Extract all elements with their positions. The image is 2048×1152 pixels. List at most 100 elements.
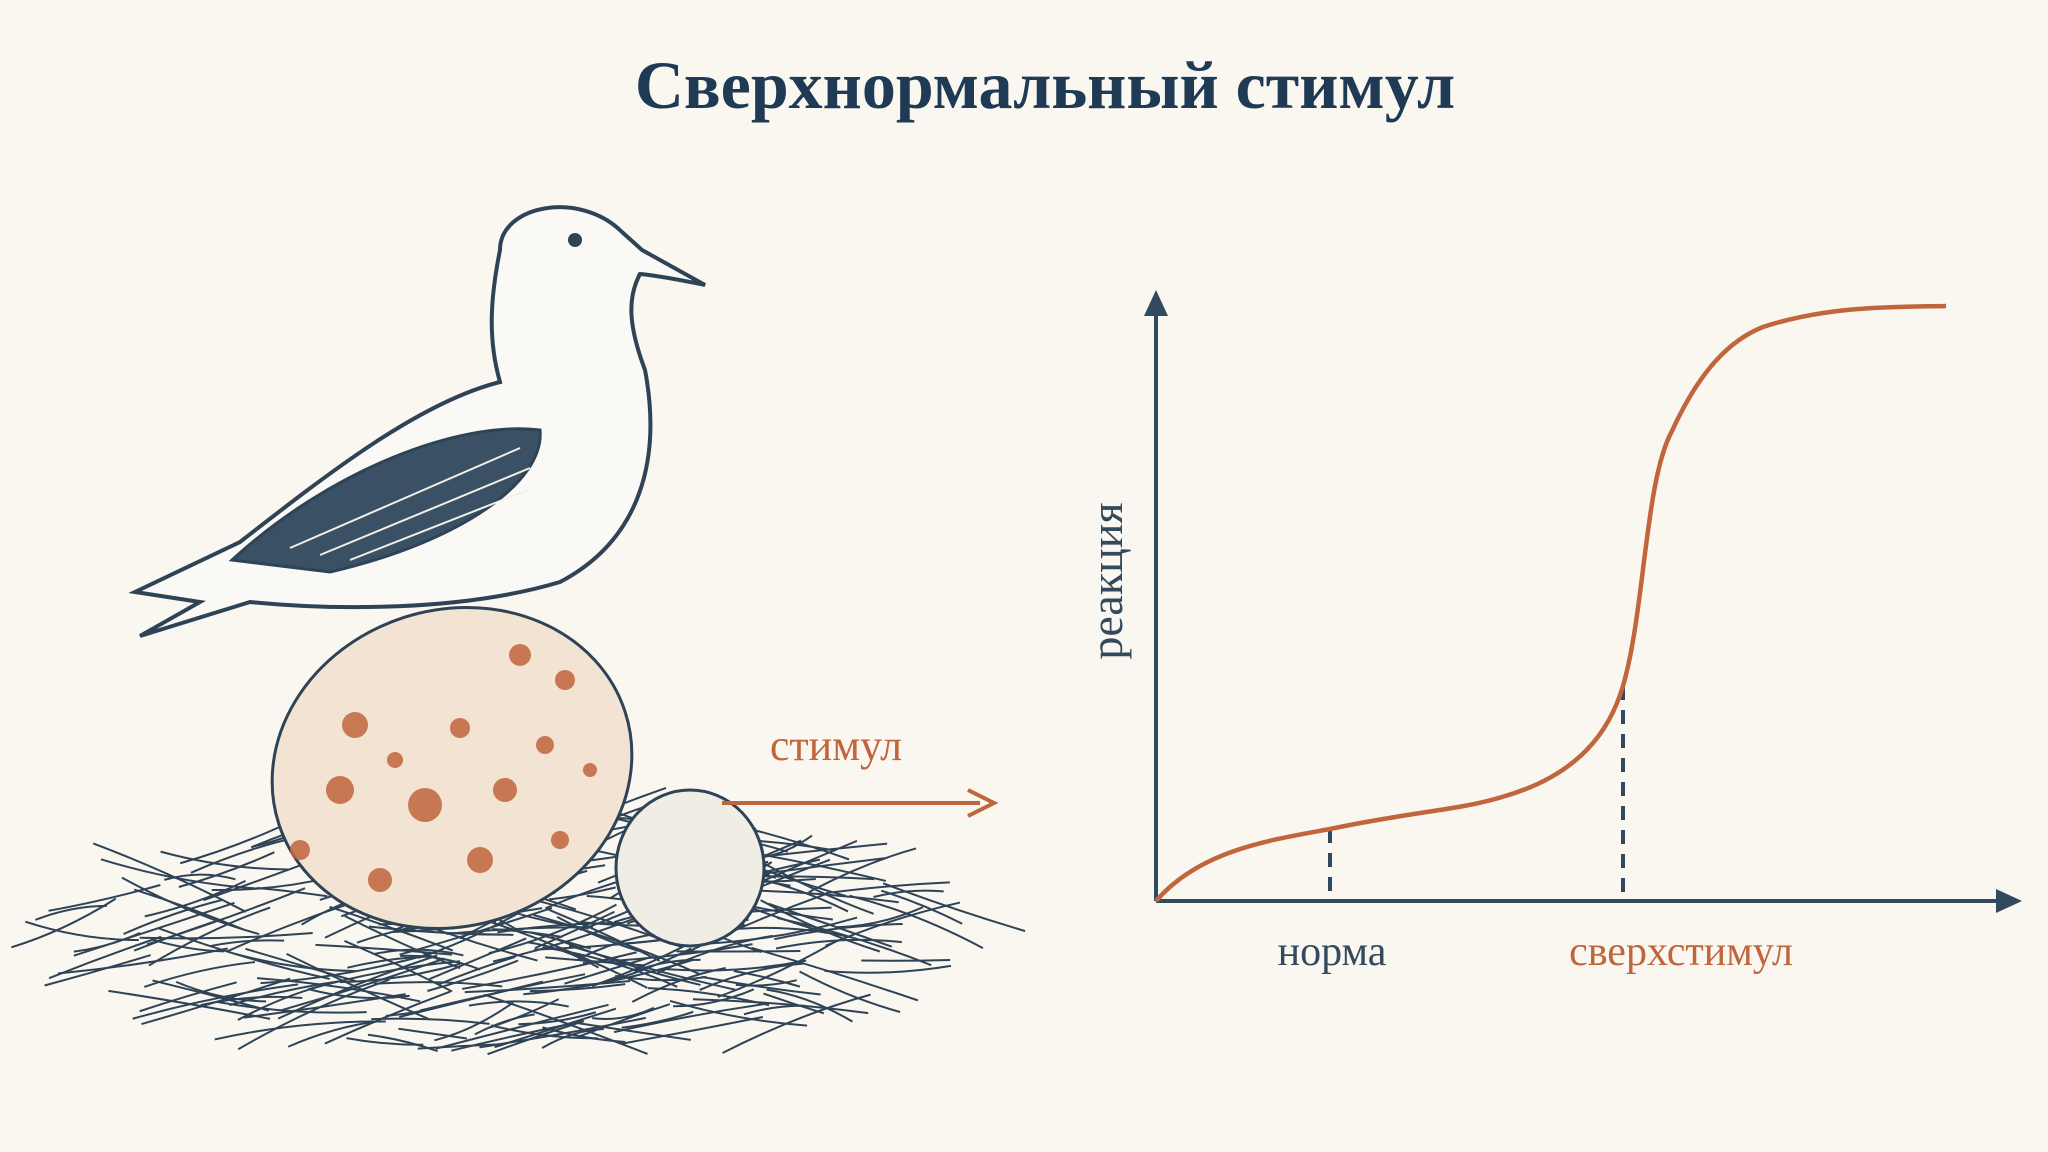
nest-twig <box>158 927 330 980</box>
nest-twig <box>556 916 641 953</box>
small-egg <box>614 788 766 948</box>
nest-twig <box>746 889 899 904</box>
nest-twig <box>344 940 453 993</box>
nest-twig <box>492 916 640 963</box>
nest-twig <box>237 981 333 1021</box>
nest-twig <box>281 957 445 1012</box>
nest-twig <box>799 970 901 1013</box>
nest-twig <box>882 882 1026 932</box>
nest-twig <box>564 955 654 985</box>
gull-eye <box>568 233 582 247</box>
nest-twig <box>214 1020 386 1041</box>
nest-twig <box>775 938 902 950</box>
y-axis-label: реакция <box>1081 502 1132 659</box>
nest-twig <box>229 979 346 1007</box>
norm-label: норма <box>1278 929 1387 975</box>
nest-twig <box>57 947 228 975</box>
nest-twig <box>529 931 591 950</box>
nest-twig <box>880 889 963 925</box>
nest-twig <box>178 851 275 888</box>
nest-twig <box>548 908 661 962</box>
nest-twig <box>435 1003 609 1050</box>
spot <box>290 840 310 860</box>
nest-twig <box>751 946 919 1002</box>
nest-twig <box>462 951 637 990</box>
spot <box>342 712 368 738</box>
spot <box>467 847 493 873</box>
nest-twig <box>739 926 853 939</box>
nest-twig <box>592 1006 655 1020</box>
nest-twig <box>529 983 626 993</box>
stimulus-arrow-head <box>967 788 999 818</box>
egg-spots <box>290 644 597 892</box>
nest-twig <box>665 959 807 972</box>
nest-twig <box>487 1020 585 1056</box>
spot <box>509 644 531 666</box>
nest-twig <box>434 1001 514 1042</box>
nest-twig <box>776 916 932 967</box>
nest-twig <box>121 876 260 936</box>
nest-twig <box>825 881 950 895</box>
nest-twig <box>417 911 521 959</box>
nest-twig <box>73 901 235 957</box>
nest-twig <box>398 1027 468 1040</box>
nest-twig <box>464 980 631 994</box>
nest-twig <box>699 916 858 946</box>
feather <box>349 489 529 561</box>
nest-twig <box>759 867 846 897</box>
nest-twig <box>160 850 289 871</box>
y-axis-arrow <box>1144 290 1168 316</box>
nest-twig <box>371 1017 490 1025</box>
graph: реакция норма сверхстимул <box>1081 290 2022 975</box>
nest-twig <box>368 925 514 936</box>
nest-twig <box>438 955 516 986</box>
nest-twig <box>673 988 755 1008</box>
nest-twig <box>315 943 453 956</box>
nest-twig <box>399 906 553 956</box>
nest-twig <box>760 899 881 953</box>
nest-twig <box>631 966 726 1003</box>
nest-twig <box>766 988 853 1023</box>
nest-twig <box>613 1002 768 1034</box>
nest-twig <box>203 860 310 902</box>
wing-feathers <box>289 447 531 561</box>
spot <box>583 763 597 777</box>
nest-twig <box>849 894 984 949</box>
spot <box>555 670 575 690</box>
nest-twig <box>701 975 821 996</box>
spot <box>408 788 442 822</box>
nest-twig <box>873 889 944 898</box>
nest-twig <box>533 914 700 975</box>
spot <box>450 718 470 738</box>
nest-twig <box>824 964 952 974</box>
nest-twig <box>497 922 622 934</box>
egg-shell <box>270 606 634 930</box>
nest-twig <box>571 1021 691 1041</box>
nest-twig <box>861 958 951 962</box>
nest-twig <box>260 953 430 985</box>
nest-twig <box>400 954 481 971</box>
nest-twig <box>490 1024 598 1040</box>
x-axis-arrow <box>1996 889 2022 913</box>
spot <box>326 776 354 804</box>
nest-twig <box>743 1004 806 1016</box>
nest-twig <box>488 903 617 955</box>
nest-twig <box>245 947 357 983</box>
nest-twig <box>132 983 299 1020</box>
gull <box>128 205 706 638</box>
nest-twig <box>550 936 701 986</box>
nest-twig <box>633 958 701 973</box>
nest-twig <box>527 941 600 969</box>
nest-twig <box>568 944 736 991</box>
superstimulus-label: сверхстимул <box>1569 929 1793 975</box>
nest-twig <box>774 923 903 941</box>
nest-twig <box>427 959 519 992</box>
response-curve <box>1154 303 1947 903</box>
nest-twig <box>148 906 271 967</box>
big-egg <box>270 606 634 930</box>
feather <box>289 447 521 549</box>
nest-twig <box>35 904 107 921</box>
nest-twig <box>468 1000 569 1008</box>
nest-twig <box>309 988 410 1000</box>
